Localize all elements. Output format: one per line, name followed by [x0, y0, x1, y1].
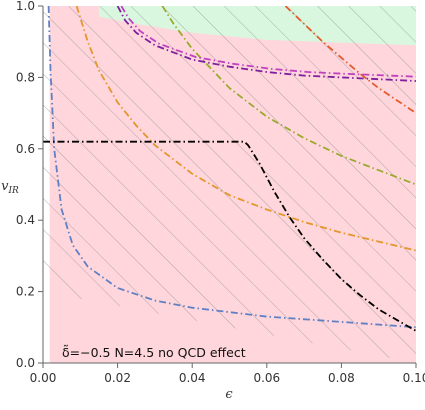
x-tick-label: 0.02 [104, 371, 131, 385]
series-line-purple [116, 6, 416, 82]
x-axis-label: ϵ [225, 387, 233, 402]
series-line-olive [161, 6, 416, 186]
x-tick-label: 0.00 [30, 371, 57, 385]
x-tick-label: 0.04 [179, 371, 206, 385]
series-curves [43, 6, 416, 332]
series-line-magenta [120, 6, 416, 78]
x-tick-label: 0.08 [328, 371, 355, 385]
y-tick-label: 0.0 [16, 356, 35, 370]
series-line-orange [75, 6, 416, 252]
y-tick-label: 0.8 [16, 70, 35, 84]
y-tick-label: 0.4 [16, 213, 35, 227]
series-line-red-orange [284, 6, 416, 114]
axes [42, 6, 416, 364]
y-axis-label-sub: IR [8, 186, 20, 196]
tick-labels: 0.00 0.02 0.04 0.06 0.08 0.10 0.0 0.2 0.4 0.6 0.8 1… [16, 0, 425, 385]
series-line-black [43, 140, 416, 332]
y-axis-label: vIR [1, 179, 19, 196]
y-tick-label: 0.2 [16, 285, 35, 299]
x-tick-label: 0.10 [403, 371, 425, 385]
annotation-text: δ̃=−0.5 N=4.5 no QCD effect [62, 345, 246, 360]
y-tick-label: 0.6 [16, 142, 35, 156]
hatched-region [43, 6, 416, 363]
y-tick-label: 1.0 [16, 0, 35, 13]
x-tick-label: 0.06 [253, 371, 280, 385]
hatch-fill [43, 6, 416, 363]
series-line-blue [47, 6, 416, 329]
y-axis-label-main: v [1, 179, 9, 194]
